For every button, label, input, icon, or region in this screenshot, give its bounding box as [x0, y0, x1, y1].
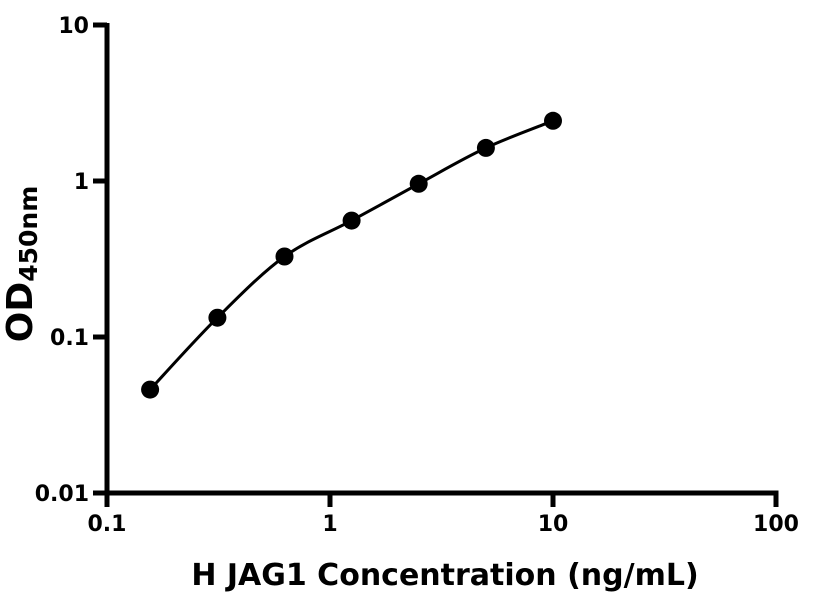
x-tick-label-100: 100: [753, 512, 799, 537]
data-point-0.156: [141, 380, 160, 399]
y-tick-label-10: 10: [58, 14, 89, 39]
data-point-5: [476, 138, 495, 157]
data-point-0.625: [275, 247, 294, 266]
y-tick-label-1: 1: [74, 170, 89, 195]
x-axis-label: H JAG1 Concentration (ng/mL): [191, 558, 699, 593]
data-point-2.5: [409, 174, 428, 193]
y-axis-label-subscript: 450nm: [14, 185, 43, 282]
y-axis-label: OD 450nm: [0, 164, 48, 364]
data-point-10: [544, 111, 562, 130]
x-tick-label-0.1: 0.1: [88, 512, 127, 537]
data-point-0.3125: [208, 308, 227, 327]
data-point-1.25: [342, 211, 361, 230]
y-tick-label-0.1: 0.1: [50, 326, 89, 351]
y-tick-label-0.01: 0.01: [35, 482, 89, 507]
fitted-curve: [149, 119, 554, 391]
y-axis-label-main: OD: [0, 281, 41, 343]
x-tick-label-10: 10: [538, 512, 569, 537]
x-tick-label-1: 1: [322, 512, 337, 537]
